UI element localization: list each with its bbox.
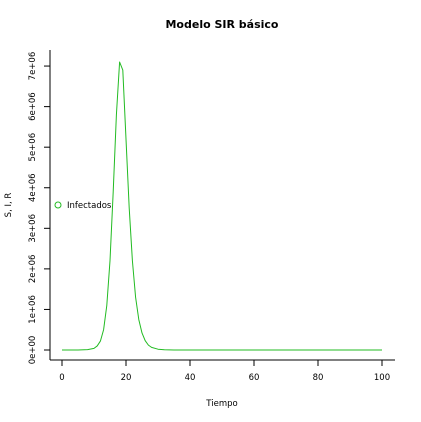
legend-marker (54, 201, 62, 209)
x-tick-label: 40 (185, 373, 196, 383)
legend: Infectados (54, 201, 112, 211)
x-tick-label: 80 (313, 373, 324, 383)
y-tick-label: 5e+06 (28, 133, 38, 162)
plot-area: 0 20 40 60 80 100 0e+00 1e+06 2e+06 3e+06 4e+06 5e… (28, 50, 395, 383)
y-tick-label: 1e+06 (28, 295, 38, 324)
x-ticks: 0 20 40 60 80 100 (59, 360, 390, 383)
x-axis-label: Tiempo (205, 399, 237, 409)
y-tick-label: 0e+00 (28, 336, 38, 365)
y-tick-label: 7e+06 (28, 52, 38, 81)
y-ticks: 0e+00 1e+06 2e+06 3e+06 4e+06 5e+06 6e+06 7e+06 (28, 52, 50, 365)
series-layer (62, 61, 382, 351)
y-tick-label: 3e+06 (28, 214, 38, 243)
y-axis-label: S, I, R (4, 193, 14, 218)
series-line-0 (62, 61, 382, 351)
chart-title: Modelo SIR básico (165, 18, 278, 31)
x-tick-label: 100 (374, 373, 390, 383)
y-tick-label: 2e+06 (28, 255, 38, 284)
x-tick-label: 60 (249, 373, 260, 383)
legend-label: Infectados (67, 201, 112, 211)
x-tick-label: 20 (121, 373, 132, 383)
x-tick-label: 0 (59, 373, 64, 383)
y-tick-label: 6e+06 (28, 92, 38, 121)
y-tick-label: 4e+06 (28, 173, 38, 202)
